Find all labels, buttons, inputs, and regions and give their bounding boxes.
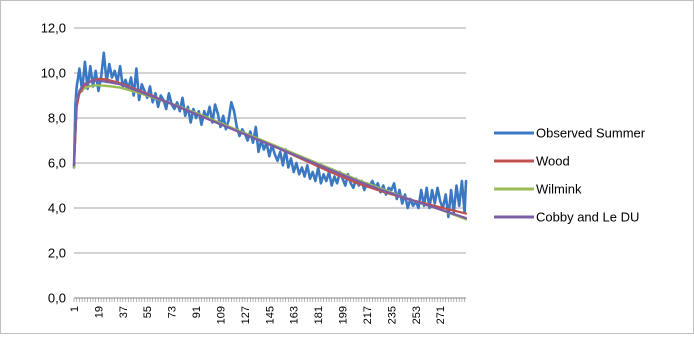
y-tick-label: 8,0 xyxy=(48,111,66,126)
x-tick-label: 163 xyxy=(289,306,301,324)
series-line-3 xyxy=(72,79,468,220)
axes: 0,0 2,0 4,0 6,0 8,0 10,0 12,0 1 19 37 55 73 91 109 127… xyxy=(41,21,466,324)
x-tick-label: 55 xyxy=(142,306,154,318)
x-tick-label: 181 xyxy=(313,306,325,324)
legend-label-0: Observed Summer xyxy=(536,126,646,141)
x-tick-label: 145 xyxy=(264,306,276,324)
legend-label-2: Wilmink xyxy=(536,182,582,197)
x-tick-label: 127 xyxy=(240,306,252,324)
x-tick-label: 109 xyxy=(215,306,227,324)
x-tick-label: 217 xyxy=(362,306,374,324)
y-tick-label: 10,0 xyxy=(41,66,66,81)
x-tick-label: 91 xyxy=(191,306,203,318)
y-tick-label: 6,0 xyxy=(48,156,66,171)
x-tick-label: 1 xyxy=(69,306,81,312)
y-tick-label: 0,0 xyxy=(48,291,66,306)
x-tick-label: 19 xyxy=(93,306,105,318)
x-tick-label: 253 xyxy=(411,306,423,324)
x-tick-label: 37 xyxy=(118,306,130,318)
legend: Observed Summer Wood Wilmink Cobby and Le D… xyxy=(494,126,646,225)
legend-label-1: Wood xyxy=(536,154,570,169)
gridlines xyxy=(74,27,466,254)
y-tick-label: 12,0 xyxy=(41,21,66,36)
x-tick-label: 73 xyxy=(167,306,179,318)
x-tick-label: 235 xyxy=(386,306,398,324)
y-tick-label: 2,0 xyxy=(48,246,66,261)
series-lines xyxy=(72,51,468,221)
legend-label-3: Cobby and Le DU xyxy=(536,210,639,225)
x-tick-label: 199 xyxy=(338,306,350,324)
y-tick-label: 4,0 xyxy=(48,201,66,216)
x-tick-label: 271 xyxy=(435,306,447,324)
